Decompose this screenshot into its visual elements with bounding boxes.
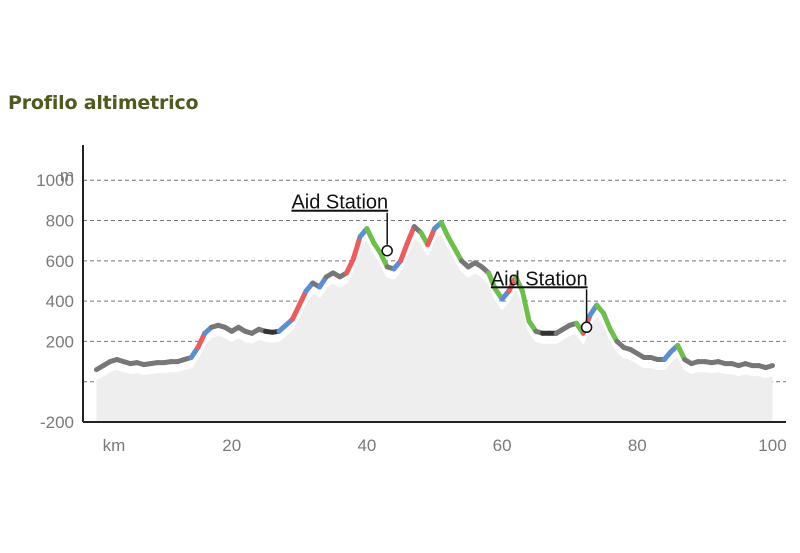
y-tick-label: -200 [40,413,74,432]
annotation-marker [580,321,593,334]
profile-shadow [95,230,773,380]
annotations: Aid Station Aid Station [291,192,593,334]
profile-segment [513,274,525,294]
profile-segment [350,234,363,262]
profile-segment [364,226,377,246]
x-tick-labels: km 20 40 60 80 100 [103,436,787,455]
profile-segment [675,342,688,362]
y-tick-label: 1000 [36,171,74,190]
profile-line [94,220,775,373]
profile-segment [486,270,498,292]
profile-segment [344,256,356,276]
profile-segment [763,363,775,371]
annotation-label: Aid Station [491,268,588,290]
y-unit-label: m [60,166,74,185]
y-tick-label: 800 [46,212,74,231]
profile-segment [438,220,451,240]
axes [82,145,786,423]
profile-segment [290,302,302,322]
profile-segment [398,240,410,264]
y-tick-label: 400 [46,292,74,311]
annotation-aid-station: Aid Station [491,268,593,334]
profile-area [96,232,773,422]
profile-segment [377,250,390,270]
page-title: Profilo altimetrico [8,92,199,114]
profile-segment [405,224,417,246]
profile-segment [195,330,208,350]
profile-segment [296,288,309,308]
x-tick-label: 80 [628,436,647,455]
profile-segment [425,226,437,248]
annotation-aid-station: Aid Station [291,192,393,257]
y-tick-label: 200 [46,332,74,351]
y-tick-labels: m -200 200 400 600 800 1000 [36,166,74,432]
profile-segment [519,288,532,324]
x-tick-label: 20 [222,436,241,455]
annotation-label: Aid Station [291,192,388,214]
x-tick-label: 60 [493,436,512,455]
profile-segment [601,310,613,332]
y-tick-label: 600 [46,252,74,271]
annotation-marker [381,244,393,257]
x-tick-label: 40 [357,436,376,455]
profile-fill [95,230,773,422]
x-unit-label: km [103,436,126,455]
x-tick-label: 100 [758,436,786,455]
